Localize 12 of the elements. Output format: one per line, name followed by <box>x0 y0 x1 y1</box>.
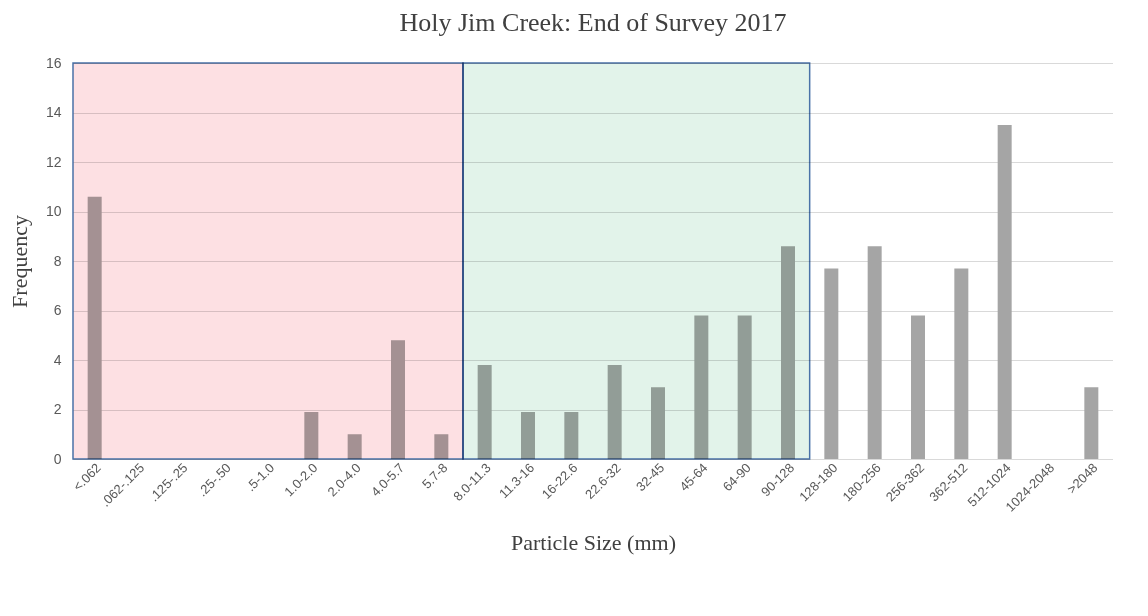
y-tick-label: 6 <box>53 302 62 318</box>
y-tick-label: 2 <box>53 401 62 417</box>
y-axis-title: Frequency <box>6 215 32 308</box>
y-tick-label: 4 <box>53 351 62 368</box>
y-tick-label: 8 <box>53 252 62 269</box>
y-tick-label: 14 <box>45 104 62 120</box>
y-tick-label: 0 <box>53 450 62 467</box>
chart-title: Holy Jim Creek: End of Survey 2017 <box>399 8 787 37</box>
y-tick-label: 10 <box>45 203 62 219</box>
y-tick-label: 12 <box>45 153 62 170</box>
x-axis-title: Particle Size (mm) <box>511 529 676 555</box>
y-tick-label: 16 <box>45 54 62 71</box>
